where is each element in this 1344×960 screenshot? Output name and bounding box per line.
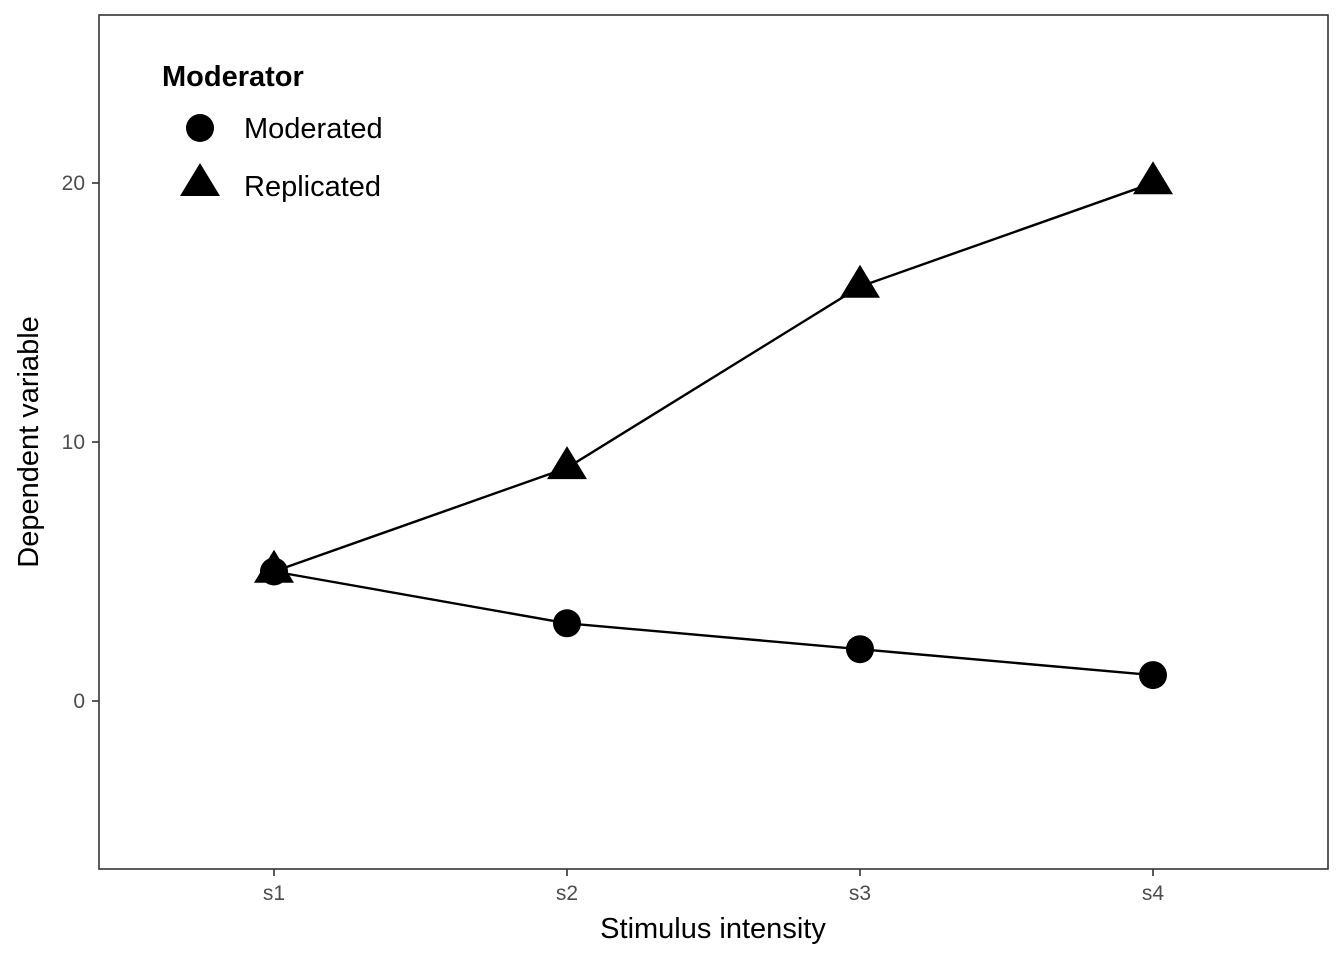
x-tick-label-s2: s2	[556, 882, 578, 905]
point-moderated-s3	[846, 635, 874, 664]
series-markers	[254, 161, 1173, 690]
series-line-moderated	[273, 570, 1154, 677]
point-replicated-s3	[840, 264, 880, 298]
series-lines	[273, 181, 1154, 677]
x-axis-title: Stimulus intensity	[600, 913, 826, 945]
point-moderated-s4	[1139, 661, 1167, 690]
legend-label-replicated: Replicated	[244, 171, 381, 203]
point-replicated-s1	[254, 549, 294, 583]
legend-title: Moderator	[162, 61, 304, 93]
x-tick-label-s4: s4	[1142, 882, 1165, 905]
y-tick-label: 10	[62, 431, 85, 454]
legend: Moderator Moderated Replicated	[162, 61, 383, 203]
y-tick-label: 0	[73, 690, 85, 713]
point-replicated-s4	[1133, 161, 1173, 195]
point-moderated-s2	[553, 609, 581, 638]
plot-panel	[98, 14, 1329, 870]
legend-key-triangle-icon	[180, 163, 220, 196]
x-tick-label-s3: s3	[849, 882, 871, 905]
series-line-replicated	[273, 181, 1154, 573]
y-tick-label: 20	[62, 172, 85, 195]
x-tick-label-s1: s1	[263, 882, 285, 905]
y-axis: 0 10 20	[62, 172, 99, 713]
y-axis-title: Dependent variable	[13, 316, 45, 568]
x-axis: s1 s2 s3 s4	[263, 869, 1165, 905]
point-replicated-s2	[547, 446, 587, 480]
legend-key-circle-icon	[186, 114, 214, 142]
legend-label-moderated: Moderated	[244, 113, 383, 145]
